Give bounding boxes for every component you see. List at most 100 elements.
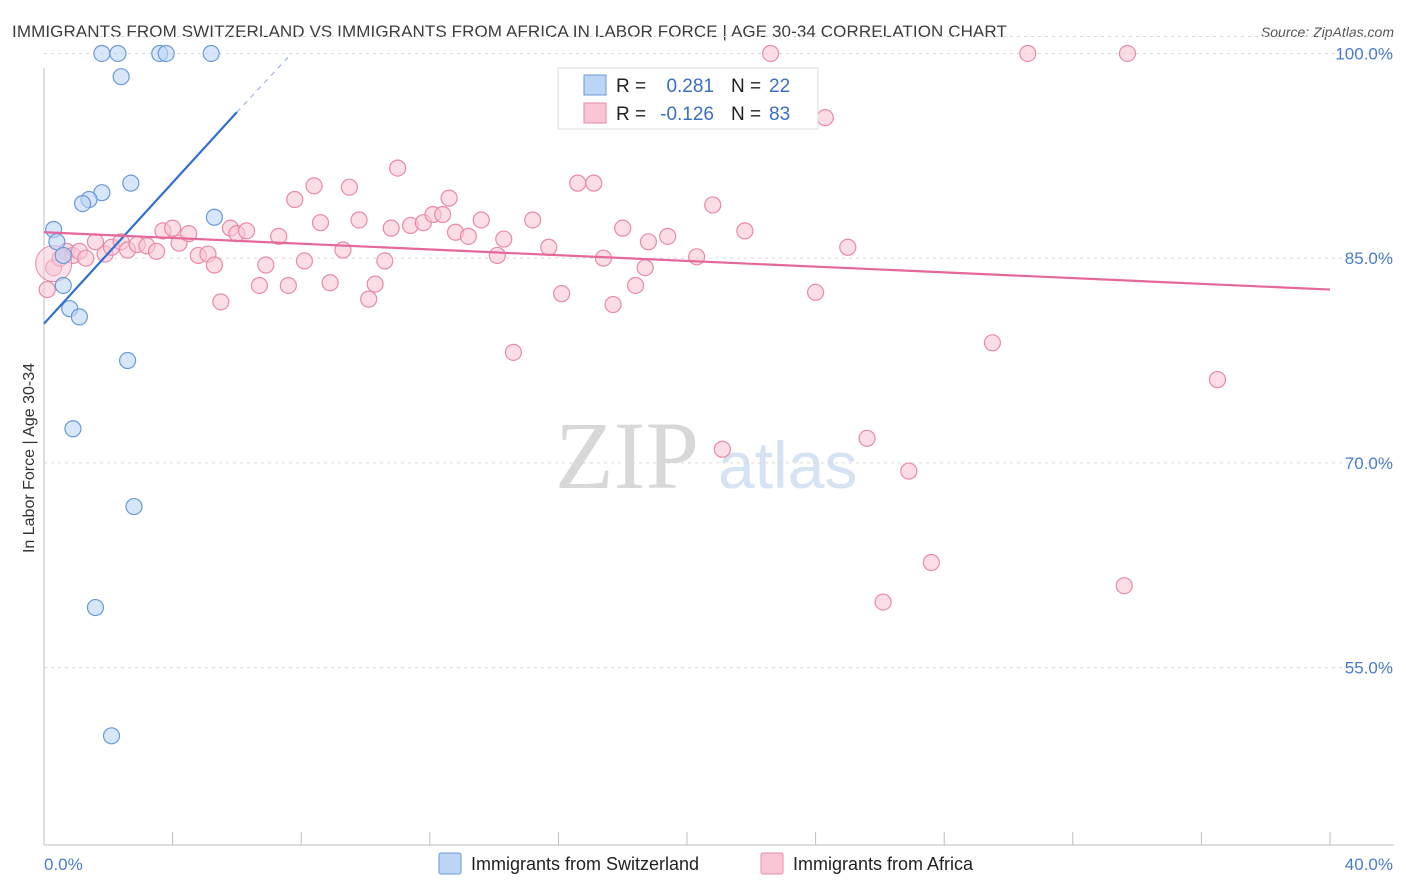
watermark: ZIP atlas: [555, 402, 857, 509]
africa-point: [900, 462, 918, 480]
y-tick-label: 55.0%: [1345, 659, 1393, 678]
legend-n-label-blue: N =: [731, 76, 761, 97]
africa-point: [147, 242, 166, 260]
africa-point: [1208, 371, 1227, 389]
africa-point: [761, 44, 780, 63]
africa-point: [311, 214, 330, 232]
switzerland-point: [86, 598, 105, 617]
africa-point: [472, 211, 490, 229]
legend-n-label-pink: N =: [731, 104, 761, 125]
africa-point: [286, 190, 304, 209]
africa-point: [1115, 577, 1133, 595]
switzerland-point: [125, 497, 143, 516]
africa-point: [295, 252, 314, 270]
africa-point: [164, 219, 182, 237]
africa-point: [614, 219, 632, 237]
africa-point: [983, 334, 1002, 352]
switzerland-point: [202, 44, 220, 63]
switzerland-point: [64, 420, 82, 438]
switzerland-point: [118, 351, 137, 370]
switzerland-point: [109, 44, 127, 63]
y-tick-labels: 55.0% 70.0% 85.0% 100.0%: [1335, 44, 1393, 677]
africa-point: [704, 196, 722, 214]
y-tick-label: 85.0%: [1345, 249, 1393, 268]
legend-r-label-pink: R =: [616, 104, 646, 125]
switzerland-point: [54, 246, 72, 265]
africa-point: [488, 246, 506, 265]
africa-point: [874, 593, 892, 611]
africa-point: [604, 295, 622, 314]
africa-point: [524, 211, 542, 229]
switzerland-point: [157, 44, 175, 63]
legend-n-value-pink: 83: [769, 104, 790, 125]
africa-point: [569, 174, 587, 192]
africa-point: [376, 252, 394, 270]
switzerland-point: [73, 194, 92, 213]
africa-point: [382, 219, 400, 237]
africa-point: [585, 174, 603, 192]
africa-point: [360, 290, 378, 308]
africa-point: [1019, 44, 1037, 63]
africa-point: [366, 275, 384, 293]
africa-point: [1118, 44, 1137, 63]
switzerland-points: [45, 44, 223, 745]
africa-point: [922, 553, 940, 572]
africa-point: [38, 280, 56, 299]
africa-point: [736, 222, 754, 240]
switzerland-point: [54, 276, 72, 295]
africa-point: [434, 205, 452, 224]
legend-r-label-blue: R =: [616, 76, 646, 97]
africa-point: [389, 159, 407, 177]
africa-point: [713, 440, 731, 458]
africa-point: [270, 227, 288, 245]
africa-point: [237, 222, 256, 240]
correlation-legend: R = 0.281 N = 22 R = -0.126 N = 83: [557, 67, 819, 130]
africa-point: [540, 238, 558, 256]
africa-point: [639, 233, 658, 251]
bottom-legend-label-switzerland: Immigrants from Switzerland: [471, 854, 699, 874]
africa-point: [504, 343, 522, 361]
series-legend: Immigrants from Switzerland Immigrants f…: [438, 852, 974, 875]
y-tick-label: 70.0%: [1345, 454, 1393, 473]
switzerland-trend-extension: [236, 53, 292, 113]
switzerland-point: [93, 44, 111, 63]
africa-point: [305, 177, 323, 195]
africa-point: [806, 283, 825, 301]
africa-point: [77, 249, 95, 267]
legend-swatch-blue: [583, 74, 607, 96]
africa-points: [35, 44, 1227, 611]
africa-point: [340, 178, 359, 196]
y-axis-label: In Labor Force | Age 30-34: [21, 363, 38, 553]
switzerland-point: [112, 68, 130, 86]
bottom-legend-swatch-switzerland: [438, 852, 462, 875]
switzerland-point: [122, 174, 140, 192]
africa-point: [350, 211, 368, 229]
africa-point: [553, 285, 571, 303]
switzerland-point: [205, 208, 223, 226]
africa-point: [250, 276, 269, 295]
legend-r-value-pink: -0.126: [660, 104, 714, 125]
gridlines: [44, 35, 1394, 669]
watermark-zip: ZIP: [555, 402, 699, 509]
legend-n-value-blue: 22: [769, 76, 790, 97]
x-tick-label-max: 40.0%: [1345, 855, 1393, 874]
africa-point: [495, 230, 513, 248]
switzerland-point: [102, 727, 121, 745]
watermark-atlas: atlas: [718, 428, 857, 502]
africa-point: [659, 227, 677, 245]
x-ticks: [43, 832, 1331, 845]
africa-point: [816, 109, 834, 127]
y-tick-label: 100.0%: [1335, 44, 1393, 63]
africa-point: [205, 256, 223, 274]
africa-point: [839, 238, 857, 256]
africa-point: [321, 274, 339, 292]
africa-point: [626, 276, 645, 295]
x-tick-label-min: 0.0%: [44, 855, 83, 874]
africa-point: [440, 189, 458, 207]
africa-point: [636, 259, 654, 277]
africa-point: [858, 429, 876, 447]
africa-trend-line: [43, 231, 1331, 291]
africa-point: [459, 227, 477, 245]
legend-r-value-blue: 0.281: [666, 76, 714, 97]
